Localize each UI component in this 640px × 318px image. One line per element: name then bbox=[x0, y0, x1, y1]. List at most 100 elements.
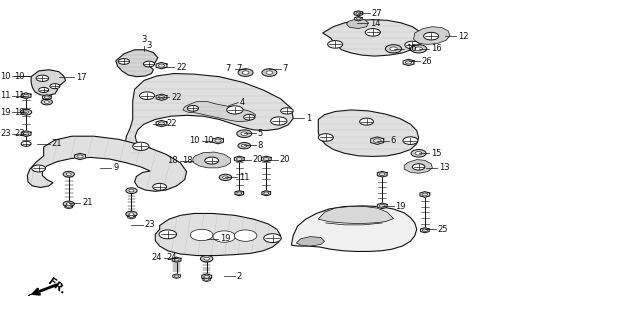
Circle shape bbox=[140, 92, 155, 100]
Circle shape bbox=[356, 17, 360, 20]
Circle shape bbox=[237, 130, 252, 137]
Text: 20: 20 bbox=[252, 155, 263, 164]
Circle shape bbox=[411, 149, 426, 157]
Circle shape bbox=[129, 190, 134, 192]
Circle shape bbox=[281, 108, 293, 114]
Circle shape bbox=[227, 106, 243, 114]
Text: 19: 19 bbox=[220, 234, 230, 243]
Circle shape bbox=[390, 47, 397, 51]
Circle shape bbox=[213, 231, 236, 242]
Polygon shape bbox=[172, 257, 181, 262]
Circle shape bbox=[266, 71, 273, 74]
Circle shape bbox=[190, 229, 213, 241]
Text: 25: 25 bbox=[437, 225, 448, 234]
Circle shape bbox=[360, 118, 374, 125]
Circle shape bbox=[188, 106, 198, 111]
Polygon shape bbox=[291, 206, 417, 252]
Polygon shape bbox=[116, 50, 158, 77]
Circle shape bbox=[204, 275, 209, 278]
Text: 22: 22 bbox=[166, 119, 177, 128]
Text: 10: 10 bbox=[1, 72, 11, 80]
Text: 20: 20 bbox=[280, 155, 290, 164]
Text: 27: 27 bbox=[372, 9, 382, 18]
Circle shape bbox=[63, 201, 74, 207]
Circle shape bbox=[271, 117, 287, 125]
Text: 24: 24 bbox=[166, 253, 177, 262]
Circle shape bbox=[200, 256, 213, 262]
Text: 12: 12 bbox=[458, 32, 468, 41]
Text: FR.: FR. bbox=[45, 277, 67, 297]
Text: 8: 8 bbox=[257, 141, 263, 150]
Circle shape bbox=[50, 84, 60, 89]
Circle shape bbox=[159, 64, 164, 67]
Text: 3: 3 bbox=[141, 35, 147, 45]
Circle shape bbox=[264, 158, 269, 160]
Text: 6: 6 bbox=[390, 136, 396, 145]
Polygon shape bbox=[235, 191, 244, 196]
Text: 7: 7 bbox=[225, 64, 230, 73]
Polygon shape bbox=[21, 93, 31, 99]
Text: 11: 11 bbox=[14, 91, 25, 100]
Circle shape bbox=[410, 45, 427, 53]
Circle shape bbox=[238, 142, 251, 149]
Circle shape bbox=[153, 183, 166, 190]
Circle shape bbox=[129, 216, 134, 218]
Polygon shape bbox=[420, 192, 430, 197]
Circle shape bbox=[63, 171, 74, 177]
Text: 3: 3 bbox=[146, 41, 151, 50]
Text: 18: 18 bbox=[182, 156, 193, 165]
Text: 10: 10 bbox=[189, 136, 199, 145]
Circle shape bbox=[238, 69, 253, 76]
Polygon shape bbox=[404, 160, 433, 173]
Circle shape bbox=[262, 69, 277, 76]
Polygon shape bbox=[234, 156, 244, 162]
Circle shape bbox=[385, 45, 402, 53]
Polygon shape bbox=[156, 94, 167, 100]
Circle shape bbox=[422, 229, 428, 232]
Text: 1: 1 bbox=[306, 114, 311, 123]
Polygon shape bbox=[183, 101, 255, 122]
Polygon shape bbox=[413, 27, 450, 45]
Text: 7: 7 bbox=[237, 64, 242, 73]
Circle shape bbox=[41, 99, 52, 105]
Circle shape bbox=[412, 164, 425, 170]
Circle shape bbox=[242, 71, 249, 74]
Circle shape bbox=[32, 165, 45, 172]
Polygon shape bbox=[203, 277, 211, 281]
Circle shape bbox=[422, 193, 428, 196]
Polygon shape bbox=[420, 228, 429, 233]
Circle shape bbox=[129, 213, 134, 215]
Circle shape bbox=[66, 203, 71, 205]
Polygon shape bbox=[212, 137, 223, 144]
Circle shape bbox=[424, 32, 438, 40]
Circle shape bbox=[143, 61, 155, 67]
Circle shape bbox=[205, 157, 219, 164]
Text: 23: 23 bbox=[145, 220, 156, 229]
Text: 26: 26 bbox=[422, 57, 433, 66]
Text: 5: 5 bbox=[257, 128, 262, 138]
Text: 14: 14 bbox=[371, 19, 381, 28]
Circle shape bbox=[380, 173, 385, 176]
Polygon shape bbox=[262, 191, 271, 196]
Text: 10: 10 bbox=[14, 72, 25, 80]
Polygon shape bbox=[323, 20, 423, 56]
Polygon shape bbox=[127, 214, 135, 219]
Circle shape bbox=[36, 75, 49, 81]
Text: 19: 19 bbox=[1, 107, 11, 117]
Circle shape bbox=[118, 59, 129, 64]
Polygon shape bbox=[296, 237, 324, 246]
Circle shape bbox=[204, 257, 209, 260]
Text: 21: 21 bbox=[82, 198, 92, 207]
Text: 11: 11 bbox=[1, 91, 11, 100]
Polygon shape bbox=[378, 171, 387, 177]
Circle shape bbox=[234, 230, 257, 241]
Polygon shape bbox=[193, 152, 230, 168]
Polygon shape bbox=[403, 59, 414, 66]
Text: 4: 4 bbox=[240, 98, 245, 107]
Text: 22: 22 bbox=[176, 63, 186, 72]
Circle shape bbox=[244, 114, 255, 120]
Circle shape bbox=[241, 132, 248, 135]
Circle shape bbox=[415, 47, 422, 51]
Circle shape bbox=[374, 139, 381, 142]
Polygon shape bbox=[346, 19, 369, 29]
